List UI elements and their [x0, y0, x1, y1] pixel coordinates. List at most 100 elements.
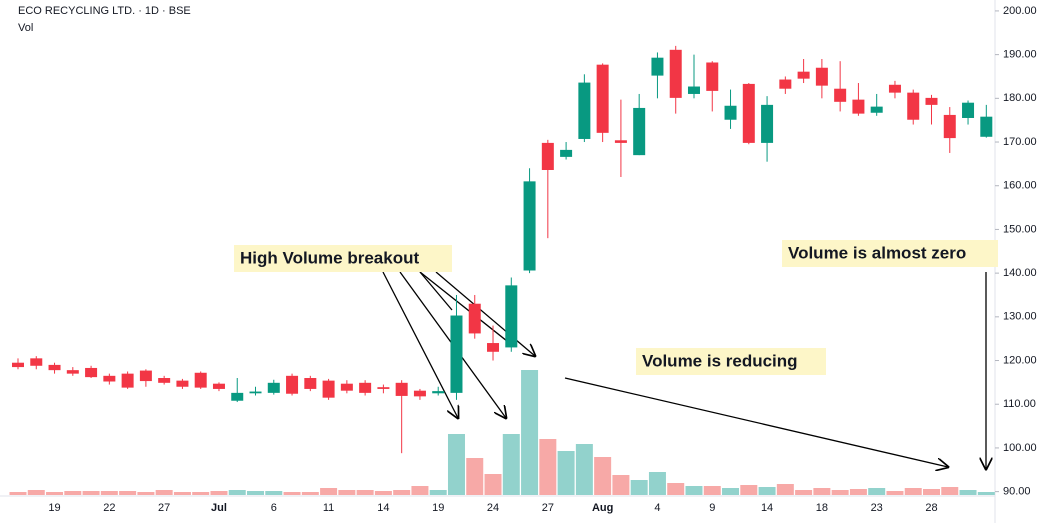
candle-body	[48, 364, 61, 371]
y-tick-label: 130.00	[1003, 311, 1037, 323]
volume-bar	[82, 491, 100, 495]
candle-body	[121, 373, 134, 388]
volume-bar	[813, 488, 831, 495]
volume-bar	[393, 490, 411, 495]
volume-bar	[557, 451, 575, 495]
candle-body	[687, 86, 700, 94]
annotation-box	[636, 348, 826, 375]
x-tick-label: 24	[487, 502, 499, 514]
candle-body	[212, 383, 225, 389]
volume-bar	[941, 487, 959, 495]
volume-bar	[338, 490, 356, 495]
volume-bar	[447, 434, 465, 495]
candle-body	[523, 181, 536, 271]
volume-bar	[210, 491, 228, 495]
annotation-box	[782, 240, 998, 267]
x-tick-label: 27	[158, 502, 170, 514]
candle-body	[761, 104, 774, 143]
volume-bar	[868, 488, 886, 495]
y-tick-label: 160.00	[1003, 180, 1037, 192]
volume-bar	[283, 492, 301, 495]
candle-body	[980, 116, 993, 137]
volume-bar	[630, 480, 648, 495]
candle-body	[194, 372, 207, 388]
x-tick-label: Jul	[211, 502, 227, 514]
volume-bar	[977, 492, 995, 495]
candle-body	[834, 88, 847, 102]
candle-body	[487, 343, 500, 352]
candle-body	[340, 383, 353, 391]
candle-body	[724, 105, 737, 120]
candle-body	[359, 382, 372, 393]
candle-body	[176, 380, 189, 387]
candle-body	[413, 390, 426, 397]
candle-body	[578, 82, 591, 139]
volume-bar	[64, 491, 82, 495]
candle-body	[614, 140, 627, 143]
volume-bar	[374, 491, 392, 495]
x-tick-label: 11	[323, 502, 334, 514]
candle-body	[633, 107, 646, 156]
annotation: Volume is almost zero	[788, 243, 966, 262]
volume-bar	[886, 491, 904, 495]
candle-body	[596, 64, 609, 133]
volume-bar	[703, 486, 721, 495]
x-tick-label: Aug	[592, 502, 613, 514]
candle-body	[815, 67, 828, 86]
x-tick-label: 9	[709, 502, 715, 514]
volume-bar	[9, 492, 27, 495]
x-tick-label: 28	[925, 502, 937, 514]
y-tick-label: 120.00	[1003, 354, 1037, 366]
candle-body	[267, 382, 280, 393]
volume-bar	[758, 487, 776, 495]
volume-bar	[27, 490, 45, 495]
candle-body	[669, 49, 682, 98]
y-tick-label: 150.00	[1003, 223, 1037, 235]
volume-bar	[740, 485, 758, 495]
volume-bar	[685, 486, 703, 495]
chart-title: ECO RECYCLING LTD. · 1D · BSE	[18, 5, 191, 17]
volume-bar	[265, 491, 283, 495]
candle-body	[322, 380, 335, 398]
x-tick-label: 23	[871, 502, 883, 514]
candle-body	[888, 84, 901, 93]
candle-body	[907, 92, 920, 120]
volume-bar	[411, 486, 429, 495]
volume-bar	[776, 484, 794, 495]
volume-bar	[247, 491, 265, 495]
volume-bar	[173, 492, 191, 495]
volume-bar	[539, 439, 557, 495]
candle-body	[797, 71, 810, 79]
candle-body	[103, 375, 116, 382]
y-tick-label: 170.00	[1003, 136, 1037, 148]
volume-bar	[429, 490, 447, 495]
candle-body	[925, 97, 938, 105]
volume-bar	[904, 488, 922, 495]
candle-body	[377, 387, 390, 389]
volume-bar	[100, 491, 118, 495]
candle-body	[541, 142, 554, 170]
y-tick-label: 90.00	[1003, 486, 1031, 498]
candle-body	[779, 79, 792, 89]
volume-bar	[228, 490, 246, 495]
candle-body	[286, 375, 299, 394]
y-tick-label: 110.00	[1003, 398, 1036, 410]
volume-bar	[301, 492, 319, 495]
candle-body	[231, 392, 244, 401]
candle-body	[66, 370, 79, 374]
volume-bar	[594, 457, 612, 495]
volume-bar	[155, 490, 173, 495]
volume-bar	[722, 488, 740, 495]
x-tick-label: 19	[48, 502, 60, 514]
volume-bar	[137, 492, 155, 495]
candle-body	[852, 99, 865, 114]
candle-body	[249, 391, 262, 394]
y-tick-label: 200.00	[1003, 5, 1037, 17]
volume-bar	[484, 474, 502, 495]
volume-bar	[521, 370, 539, 495]
candle-body	[304, 378, 317, 389]
candle-body	[30, 358, 43, 366]
volume-bar	[320, 488, 338, 495]
candle-body	[85, 367, 98, 378]
